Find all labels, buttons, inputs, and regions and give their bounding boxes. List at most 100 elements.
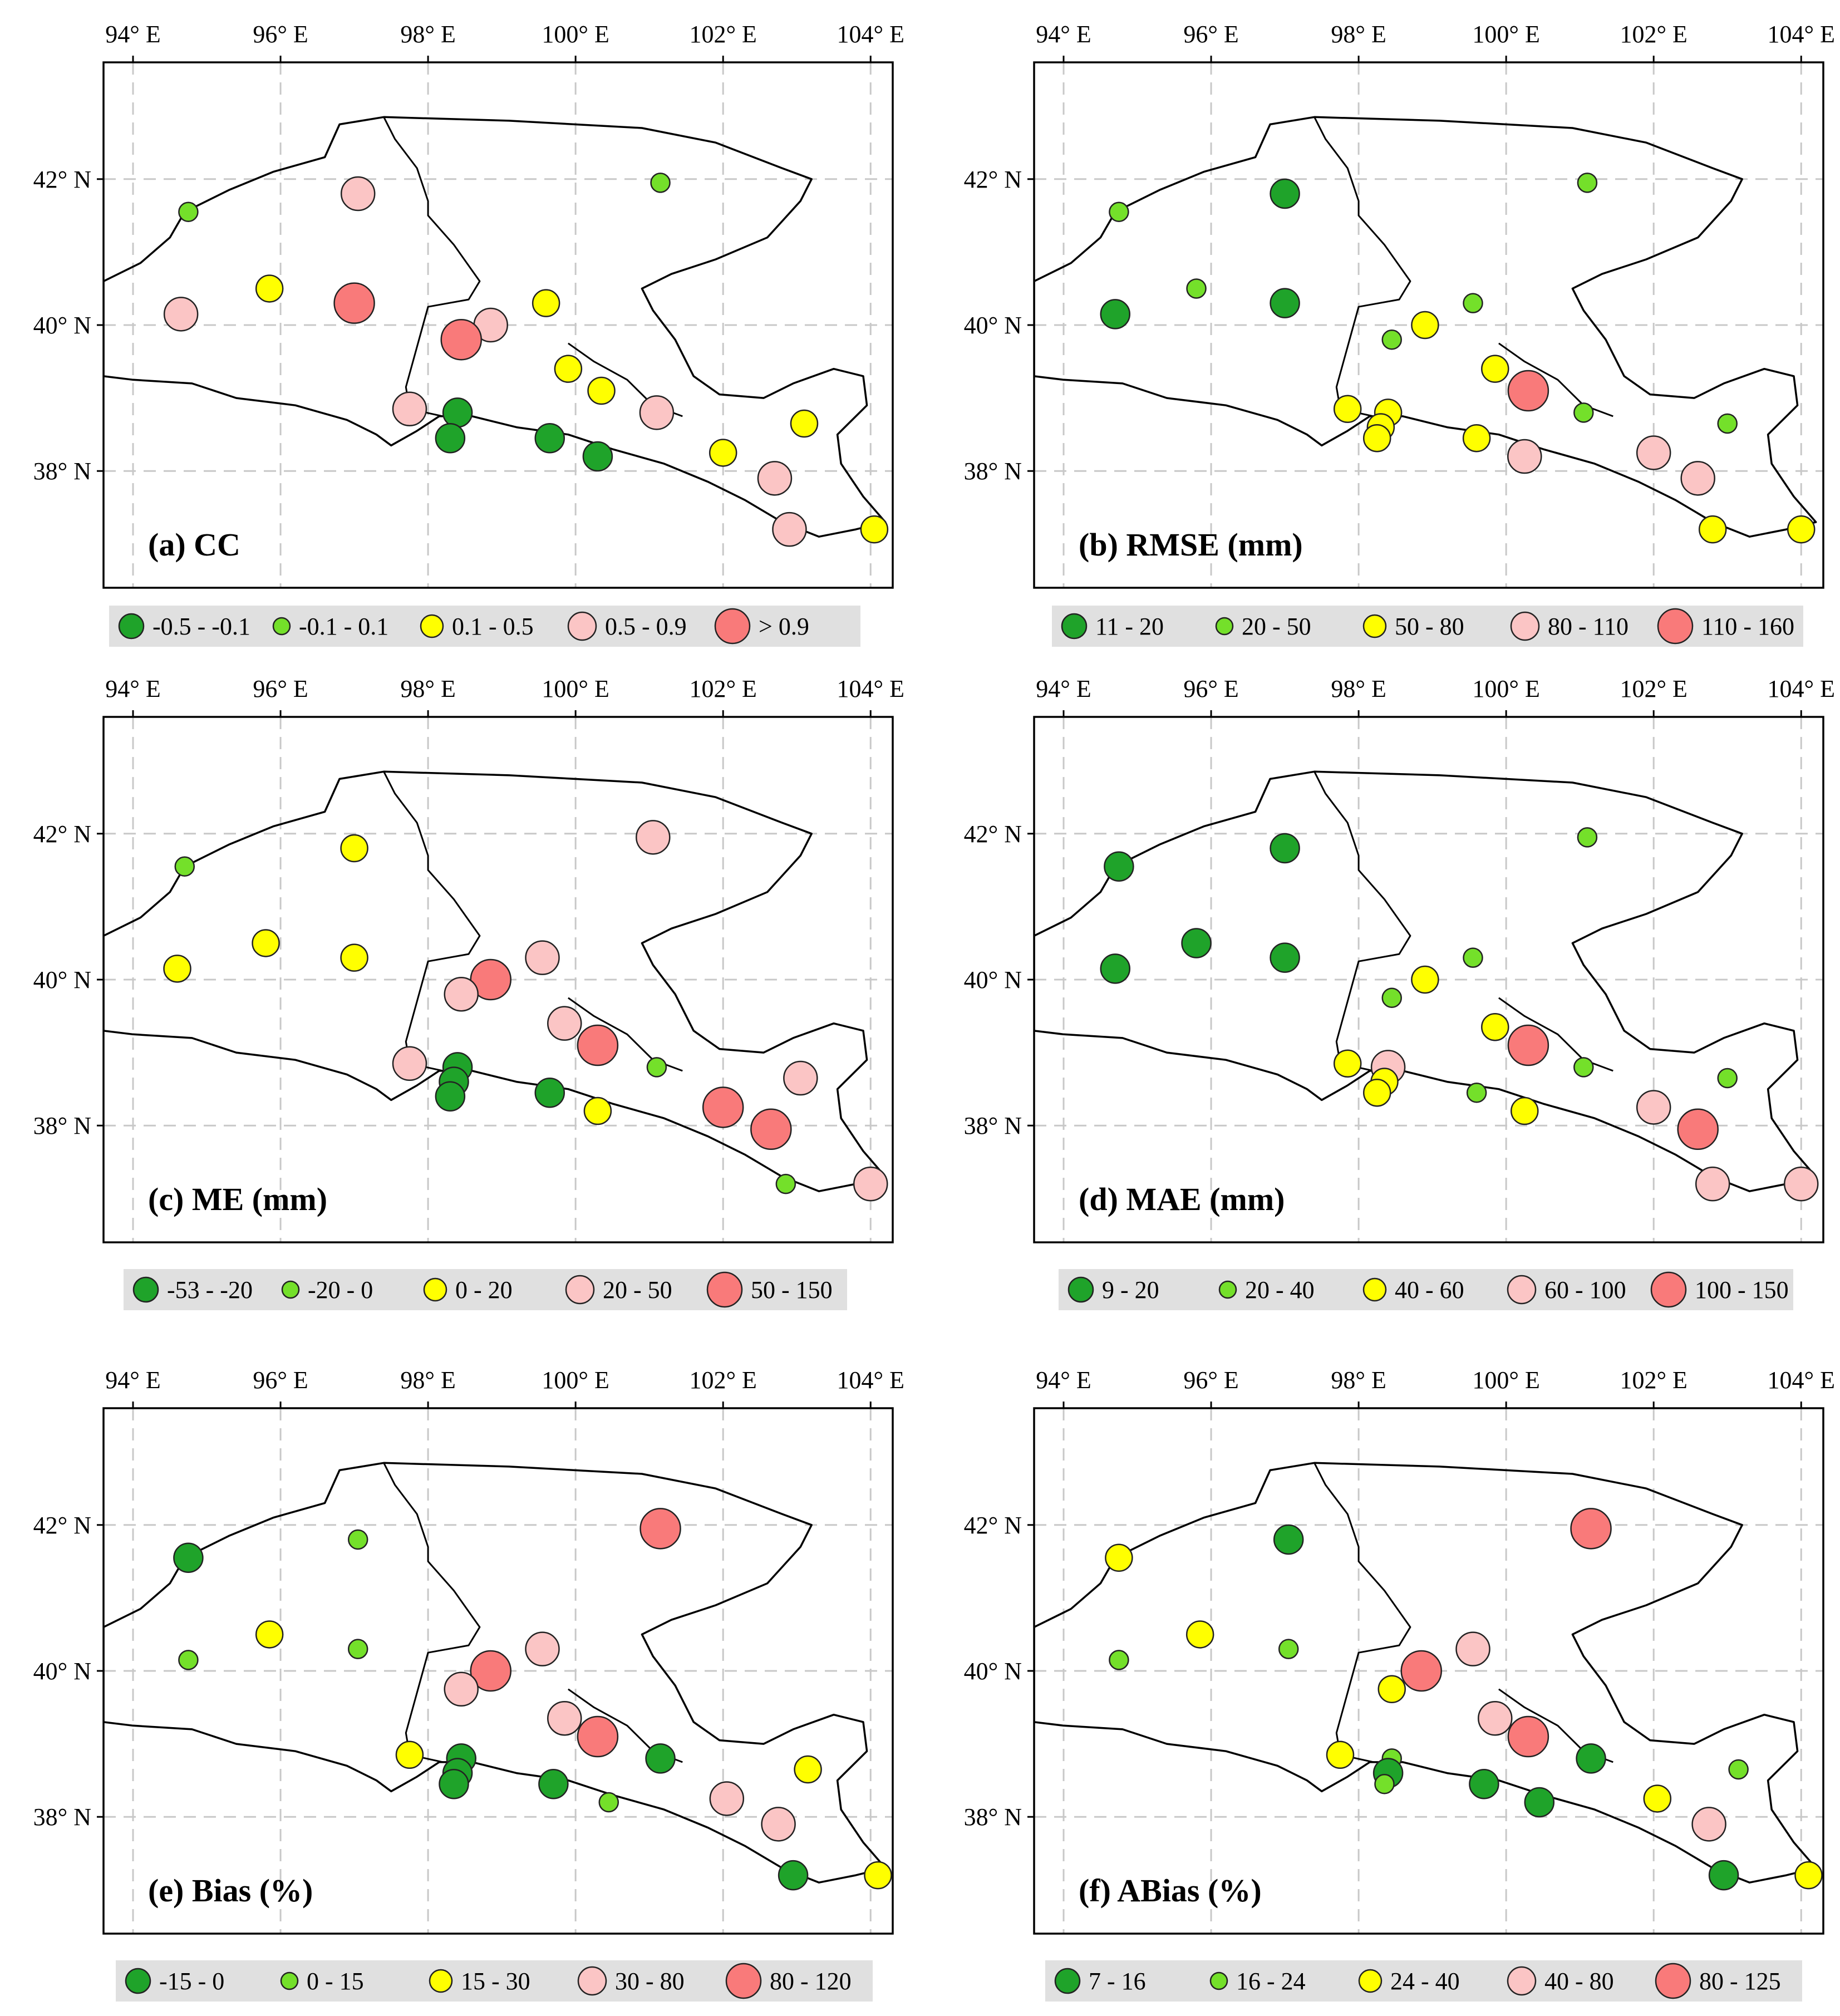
legend-label: 60 - 100: [1544, 1276, 1626, 1304]
lon-tick-label: 98° E: [400, 1366, 455, 1394]
lon-tick-label: 100° E: [1472, 21, 1539, 48]
lat-tick-label: 40° N: [33, 312, 91, 339]
station-marker: [1270, 288, 1300, 318]
legend-swatch: [565, 1275, 595, 1305]
lat-tick-label: 40° N: [964, 966, 1022, 994]
legend-swatch: [281, 1280, 300, 1299]
legend: -53 - -20 -20 - 0 0 - 20 20 - 50 50 - 150: [124, 1269, 847, 1310]
legend-swatch: [725, 1963, 762, 1999]
station-marker: [761, 1807, 796, 1842]
station-marker: [702, 1086, 744, 1128]
map-panel-2: 94° E 96° E 98° E 100° E 102° E 104° E 38° N 40…: [964, 21, 1835, 647]
lat-tick-label: 38° N: [33, 1803, 91, 1831]
station-marker: [1507, 1024, 1549, 1066]
station-marker: [1109, 1650, 1129, 1670]
station-marker: [1698, 515, 1727, 544]
station-marker: [435, 422, 466, 454]
gridlines: [104, 1408, 893, 1934]
station-marker: [532, 289, 560, 317]
station-marker: [794, 1755, 822, 1784]
station-marker: [853, 1166, 888, 1202]
station-marker: [163, 955, 191, 983]
station-marker: [1400, 1650, 1442, 1692]
station-marker: [709, 1781, 745, 1816]
legend-label: 11 - 20: [1095, 613, 1164, 640]
lat-tick-label: 42° N: [964, 166, 1022, 193]
legend-swatch: [1215, 617, 1234, 636]
map-panel-3: 94° E 96° E 98° E 100° E 102° E 104° E 38° N 40…: [33, 675, 904, 1310]
station-marker: [1469, 1768, 1499, 1799]
legend-label: 20 - 50: [603, 1276, 672, 1304]
station-marker: [444, 1671, 479, 1707]
legend-label: 50 - 150: [751, 1276, 833, 1304]
station-marker: [252, 929, 280, 957]
legend-label: 20 - 40: [1245, 1276, 1315, 1304]
station-marker: [1507, 439, 1542, 474]
legend-label: 16 - 24: [1236, 1968, 1306, 1995]
station-marker: [1478, 1700, 1513, 1736]
lat-tick-label: 42° N: [33, 1512, 91, 1539]
station-marker: [650, 173, 671, 193]
station-marker: [178, 201, 199, 223]
stations: [173, 1508, 892, 1891]
panel-title: (e) Bias (%): [148, 1872, 313, 1909]
region-boundaries: [1034, 770, 1817, 1192]
legend-label: 50 - 80: [1395, 613, 1464, 640]
station-marker: [1787, 515, 1816, 544]
lon-tick-label: 104° E: [837, 675, 904, 702]
station-marker: [1100, 953, 1131, 984]
station-marker: [439, 1768, 469, 1799]
lon-tick-label: 100° E: [1472, 1366, 1539, 1394]
station-marker: [554, 355, 583, 383]
legend-label: 40 - 80: [1544, 1968, 1614, 1995]
station-marker: [577, 1024, 619, 1066]
legend-swatch: [1362, 1277, 1387, 1302]
legend-label: -20 - 0: [308, 1276, 373, 1304]
stations: [1105, 1508, 1823, 1891]
station-marker: [340, 176, 376, 212]
station-marker: [547, 1006, 582, 1041]
lat-tick-label: 40° N: [33, 1658, 91, 1685]
legend-label: 80 - 120: [770, 1968, 852, 1995]
station-marker: [1511, 1096, 1539, 1125]
region-outline: [1034, 116, 1817, 538]
lat-tick-label: 40° N: [964, 1658, 1022, 1685]
station-marker: [1481, 355, 1509, 383]
station-marker: [1507, 370, 1549, 412]
station-marker: [1181, 928, 1212, 958]
station-marker: [347, 1529, 368, 1550]
lat-tick-label: 40° N: [33, 966, 91, 994]
legend-swatch: [1507, 1275, 1537, 1305]
legend-swatch: [1650, 1271, 1687, 1308]
legend-swatch: [1657, 608, 1694, 645]
lon-tick-label: 102° E: [689, 21, 756, 48]
station-marker: [709, 439, 737, 467]
legend-swatch: [118, 613, 145, 640]
station-marker: [1717, 413, 1738, 434]
station-marker: [583, 1096, 612, 1125]
station-marker: [470, 1650, 511, 1692]
station-marker: [333, 282, 375, 324]
lon-tick-label: 102° E: [1620, 1366, 1687, 1394]
legend-label: > 0.9: [759, 613, 809, 640]
legend-label: -53 - -20: [167, 1276, 253, 1304]
legend-swatch: [420, 614, 444, 638]
legend-swatch: [1067, 1276, 1094, 1303]
station-marker: [772, 512, 807, 547]
legend-swatch: [280, 1971, 299, 1990]
lon-tick-label: 96° E: [253, 675, 308, 702]
lat-tick-label: 40° N: [964, 312, 1022, 339]
station-marker: [547, 1700, 582, 1736]
gridlines: [104, 717, 893, 1242]
station-marker: [1708, 1860, 1739, 1891]
station-marker: [1105, 1543, 1133, 1572]
legend-swatch: [714, 608, 751, 645]
province-border: [1498, 997, 1613, 1072]
legend-swatch: [125, 1968, 151, 1994]
lon-tick-label: 100° E: [542, 21, 609, 48]
station-marker: [392, 1046, 427, 1081]
region-boundaries: [1034, 116, 1817, 538]
station-marker: [1783, 1166, 1819, 1202]
station-marker: [1278, 1639, 1299, 1659]
station-marker: [1573, 402, 1594, 423]
